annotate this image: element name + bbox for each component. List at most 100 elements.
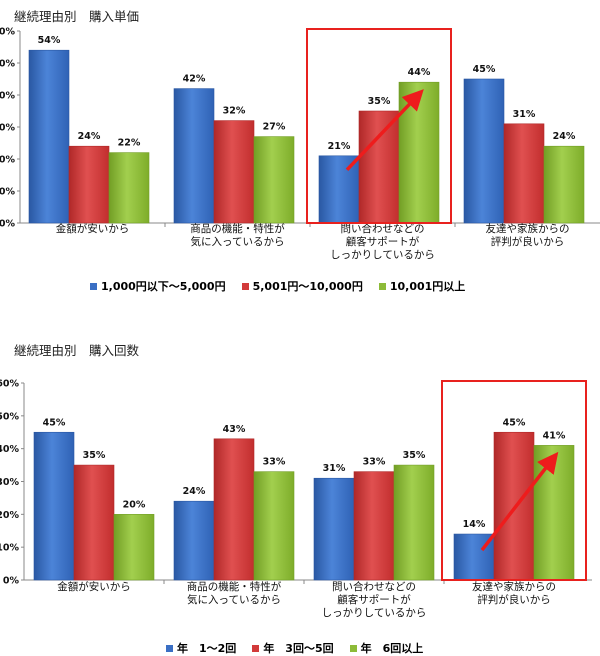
data-label: 24% xyxy=(78,131,101,142)
legend-swatch xyxy=(349,644,357,652)
y-tick-label: 20% xyxy=(0,510,19,521)
bar xyxy=(173,500,215,581)
bar xyxy=(28,49,70,224)
y-tick-label: 0% xyxy=(3,576,20,587)
data-label: 35% xyxy=(403,450,426,461)
bar xyxy=(393,464,435,581)
legend-label: 10,001円以上 xyxy=(389,280,466,293)
category-label: 金額が安いから xyxy=(56,222,130,235)
legend-label: 年 6回以上 xyxy=(360,642,424,655)
y-tick-label: 50% xyxy=(0,411,19,422)
bar xyxy=(213,438,255,581)
data-label: 22% xyxy=(118,138,141,149)
legend-item: 年 1～2回 xyxy=(166,640,236,656)
bar xyxy=(318,155,360,224)
bar xyxy=(543,145,585,224)
chart-title: 継続理由別 購入回数 xyxy=(14,343,140,358)
bar xyxy=(313,477,355,581)
legend-swatch xyxy=(252,644,260,652)
highlight-box xyxy=(306,28,452,224)
chart-plot: 0% 10% 20% 30% 40% 50% 60% 45% 35% 20% 金額が安いから 24% 4… xyxy=(0,379,592,619)
data-label: 35% xyxy=(368,96,391,107)
bar xyxy=(108,152,150,224)
data-label: 33% xyxy=(263,457,286,468)
bar xyxy=(533,445,575,581)
legend-swatch xyxy=(90,282,97,290)
y-tick-label: 0% xyxy=(0,219,15,230)
bar xyxy=(253,136,295,224)
legend-item: 年 3回～5回 xyxy=(252,640,334,656)
legend-label: 年 1～2回 xyxy=(177,642,237,655)
y-tick-label: 10% xyxy=(0,187,15,198)
data-label: 20% xyxy=(123,499,146,510)
data-label: 43% xyxy=(223,424,246,435)
y-tick-label: 50% xyxy=(0,59,15,70)
bar xyxy=(173,88,215,224)
bar xyxy=(253,471,295,581)
chart-title: 継続理由別 購入単価 xyxy=(14,9,140,24)
data-label: 32% xyxy=(223,106,246,117)
data-label: 45% xyxy=(473,64,496,75)
chart-legend: 1,000円以下～5,000円 5,001円～10,000円 10,001円以上 xyxy=(90,278,481,294)
category-label: 気に入っているから xyxy=(187,593,281,606)
bar xyxy=(73,464,115,581)
y-tick-label: 10% xyxy=(0,543,19,554)
category-label: しっかりしているから xyxy=(330,249,435,261)
y-tick-label: 40% xyxy=(0,444,19,455)
trend-arrow xyxy=(480,451,559,552)
legend-label: 年 3回～5回 xyxy=(263,642,334,655)
legend-item: 5,001円～10,000円 xyxy=(241,278,363,294)
y-tick-label: 40% xyxy=(0,91,15,102)
legend-swatch xyxy=(241,282,249,290)
category-label: 評判が良いから xyxy=(491,235,565,248)
bar xyxy=(113,514,155,581)
y-tick-label: 30% xyxy=(0,123,15,134)
data-label: 21% xyxy=(328,141,351,152)
y-tick-label: 60% xyxy=(0,27,15,38)
bar xyxy=(463,78,505,224)
data-label: 35% xyxy=(83,450,106,461)
y-tick-label: 60% xyxy=(0,379,19,390)
category-label: 気に入っているから xyxy=(191,235,285,248)
category-label: 友達や家族からの xyxy=(486,222,570,235)
category-label: 商品の機能・特性が xyxy=(190,222,285,235)
bar xyxy=(398,81,440,224)
data-label: 27% xyxy=(263,122,286,133)
data-label: 54% xyxy=(38,35,61,46)
chart-1: 継続理由別 購入単価 0% 10% 20% 30% 40% 50% 60% 54% 24% 22%… xyxy=(0,0,600,310)
data-label: 45% xyxy=(43,417,66,428)
chart-legend: 年 1～2回 年 3回～5回 年 6回以上 xyxy=(166,640,439,656)
data-label: 41% xyxy=(543,430,566,441)
category-label: 問い合わせなどの xyxy=(341,222,425,235)
data-label: 31% xyxy=(323,463,346,474)
category-label: 顧客サポートが xyxy=(337,593,411,606)
trend-arrow xyxy=(345,89,424,172)
category-label: 友達や家族からの xyxy=(472,580,556,593)
data-label: 24% xyxy=(183,486,206,497)
bar xyxy=(68,145,110,224)
legend-item: 10,001円以上 xyxy=(378,278,466,294)
category-label: 問い合わせなどの xyxy=(332,580,416,593)
bar xyxy=(353,471,395,581)
chart-plot: 0% 10% 20% 30% 40% 50% 60% 54% 24% 22% 金額が安いから 42% 3… xyxy=(0,27,600,261)
legend-item: 年 6回以上 xyxy=(349,640,424,656)
y-tick-label: 30% xyxy=(0,477,19,488)
bar xyxy=(358,110,400,224)
legend-label: 5,001円～10,000円 xyxy=(252,280,363,293)
bar xyxy=(33,431,75,581)
bar xyxy=(213,120,255,224)
data-label: 42% xyxy=(183,74,206,85)
data-label: 45% xyxy=(503,417,526,428)
category-label: 顧客サポートが xyxy=(346,235,420,248)
category-label: 金額が安いから xyxy=(57,580,131,593)
category-label: しっかりしているから xyxy=(322,607,427,619)
y-tick-label: 20% xyxy=(0,155,15,166)
legend-item: 1,000円以下～5,000円 xyxy=(90,278,226,294)
data-label: 33% xyxy=(363,457,386,468)
category-label: 商品の機能・特性が xyxy=(187,580,282,593)
data-label: 14% xyxy=(463,519,486,530)
data-label: 44% xyxy=(408,67,431,78)
legend-swatch xyxy=(166,644,173,652)
bar xyxy=(503,123,545,224)
data-label: 24% xyxy=(553,131,576,142)
